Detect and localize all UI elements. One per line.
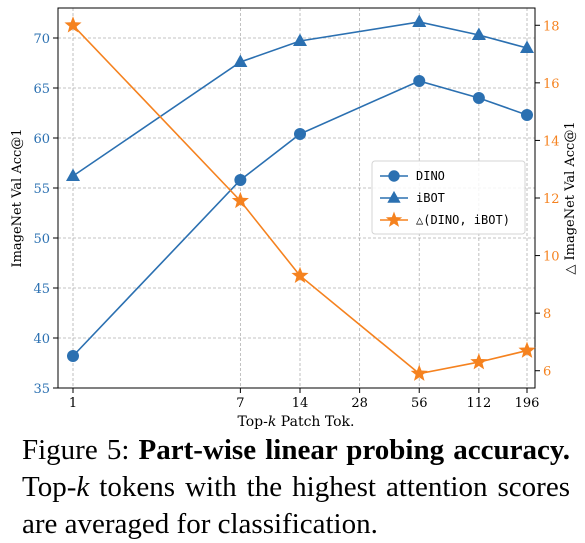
y-left-tick-label: 65: [33, 82, 50, 97]
delta-series-point: [64, 16, 82, 33]
y-right-tick-label: 8: [543, 307, 551, 322]
y-right-tick-label: 6: [543, 365, 551, 380]
y-left-tick-label: 40: [33, 332, 50, 347]
x-tick-label: 7: [236, 396, 244, 411]
y-left-tick-label: 45: [33, 282, 50, 297]
delta-series-point: [291, 266, 309, 284]
y-left-tick-label: 70: [33, 32, 50, 47]
ibot-point: [66, 168, 80, 181]
series-layer: [64, 14, 536, 381]
ibot-point: [293, 33, 307, 46]
y-axis-label-left: ImageNet Val Acc@1: [10, 128, 25, 267]
figure-caption: Figure 5: Part-wise linear probing accur…: [22, 432, 570, 543]
ibot-point: [520, 40, 534, 53]
legend-ibot-marker: [387, 190, 401, 203]
legend-dino-marker: [388, 170, 400, 182]
y-left-tick-label: 50: [33, 232, 50, 247]
caption-text-pre: Top-: [22, 471, 77, 503]
y-left-tick-label: 55: [33, 182, 50, 197]
x-tick-label: 112: [466, 396, 491, 411]
legend-box: [371, 160, 526, 235]
legend-ibot-label: iBOT: [416, 191, 445, 205]
dino-point: [67, 350, 79, 362]
x-tick-label: 196: [515, 396, 540, 411]
delta-series-point: [231, 191, 249, 209]
dino-point: [472, 92, 485, 104]
y-right-tick-label: 18: [543, 19, 560, 34]
legend-delta-series-marker: [385, 211, 403, 227]
x-tick-label: 56: [411, 396, 428, 411]
dino-line: [72, 80, 528, 357]
chart: 1 7 14 28 56 112 196 35 40 45 50 55 60 65 70 6 8 10 12 14 16…: [10, 7, 578, 430]
x-tick-label: 1: [69, 396, 77, 411]
dino-point: [234, 174, 247, 186]
legend: DINO iBOT △(DINO, iBOT): [371, 160, 526, 235]
dino-point: [294, 128, 306, 140]
dino-point: [521, 109, 533, 121]
caption-text-post: tokens with the highest attention scores…: [22, 471, 570, 540]
delta-series-line: [72, 24, 528, 375]
ibot-line: [72, 21, 528, 177]
delta-series-point: [410, 364, 428, 381]
caption-k: k: [76, 471, 90, 503]
caption-label: Figure 5:: [22, 434, 139, 466]
x-axis-label: Top-k Patch Tok.: [238, 414, 355, 430]
y-left-tick-label: 35: [33, 382, 50, 397]
y-axis-label-right: △ ImageNet Val Acc@1: [563, 121, 578, 274]
y-right-tick-label: 10: [543, 250, 560, 265]
delta-series-point: [518, 341, 536, 358]
caption-title: Part-wise linear probing accuracy.: [138, 434, 570, 466]
x-tick-label: 14: [292, 396, 309, 411]
y-left-tick-label: 60: [33, 132, 50, 147]
dino-point: [413, 75, 426, 87]
x-tick-label: 28: [351, 396, 368, 411]
legend-dino-label: DINO: [416, 169, 445, 183]
y-right-tick-label: 14: [543, 134, 560, 149]
ibot-point: [233, 54, 248, 67]
legend-delta-series-label: △(DINO, iBOT): [416, 213, 510, 227]
delta-series-point: [470, 353, 488, 370]
axis-layer: 1 7 14 28 56 112 196 35 40 45 50 55 60 65 70 6 8 10 12 14 16…: [33, 19, 559, 411]
ibot-point: [412, 14, 427, 27]
y-right-tick-label: 16: [543, 77, 560, 92]
y-right-tick-label: 12: [543, 192, 560, 207]
ibot-point: [471, 27, 486, 40]
